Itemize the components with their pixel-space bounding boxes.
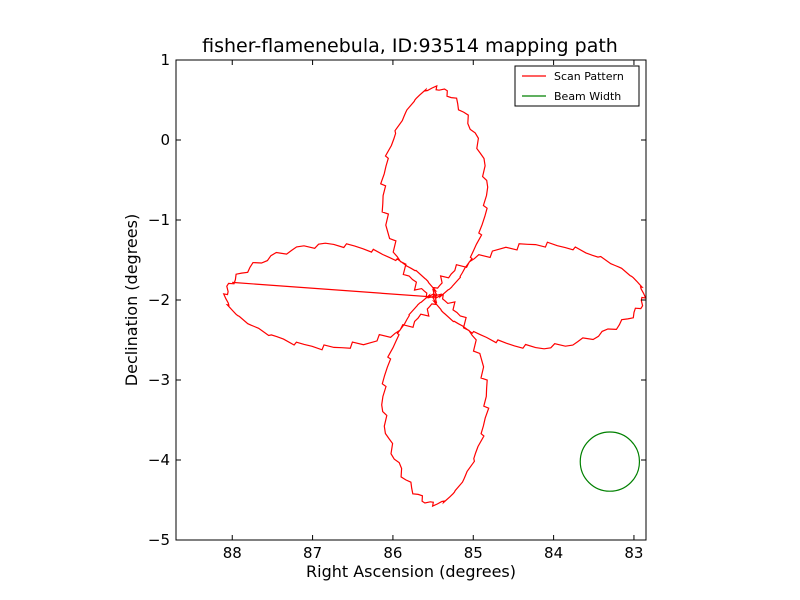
scan-pattern-line: [222, 84, 647, 508]
legend-label-scan-pattern: Scan Pattern: [554, 70, 624, 83]
y-tick-label: −3: [148, 371, 170, 389]
x-tick-label: 86: [383, 544, 402, 562]
axis-ticks: 88 87 86 85 84 83 1 0 −1 −2 −3 −4 −5: [148, 51, 646, 562]
y-axis-label: Declination (degrees): [122, 214, 141, 386]
legend-box: [514, 65, 640, 107]
x-tick-label: 87: [303, 544, 322, 562]
y-tick-label: −5: [148, 531, 170, 549]
y-tick-label: −4: [148, 451, 170, 469]
x-tick-label: 83: [624, 544, 643, 562]
x-tick-label: 88: [223, 544, 242, 562]
x-tick-label: 84: [544, 544, 563, 562]
y-tick-label: −1: [148, 211, 170, 229]
legend-label-beam-width: Beam Width: [554, 90, 621, 103]
legend: Scan Pattern Beam Width: [514, 65, 640, 107]
y-tick-label: 1: [160, 51, 170, 69]
x-axis-label: Right Ascension (degrees): [306, 562, 516, 581]
y-tick-label: −2: [148, 291, 170, 309]
x-tick-label: 85: [464, 544, 483, 562]
chart-title: fisher-flamenebula, ID:93514 mapping pat…: [202, 35, 618, 57]
axes-frame: [175, 59, 647, 541]
beam-width-circle: [579, 431, 641, 492]
y-tick-label: 0: [160, 131, 170, 149]
plot-area: [222, 84, 647, 508]
